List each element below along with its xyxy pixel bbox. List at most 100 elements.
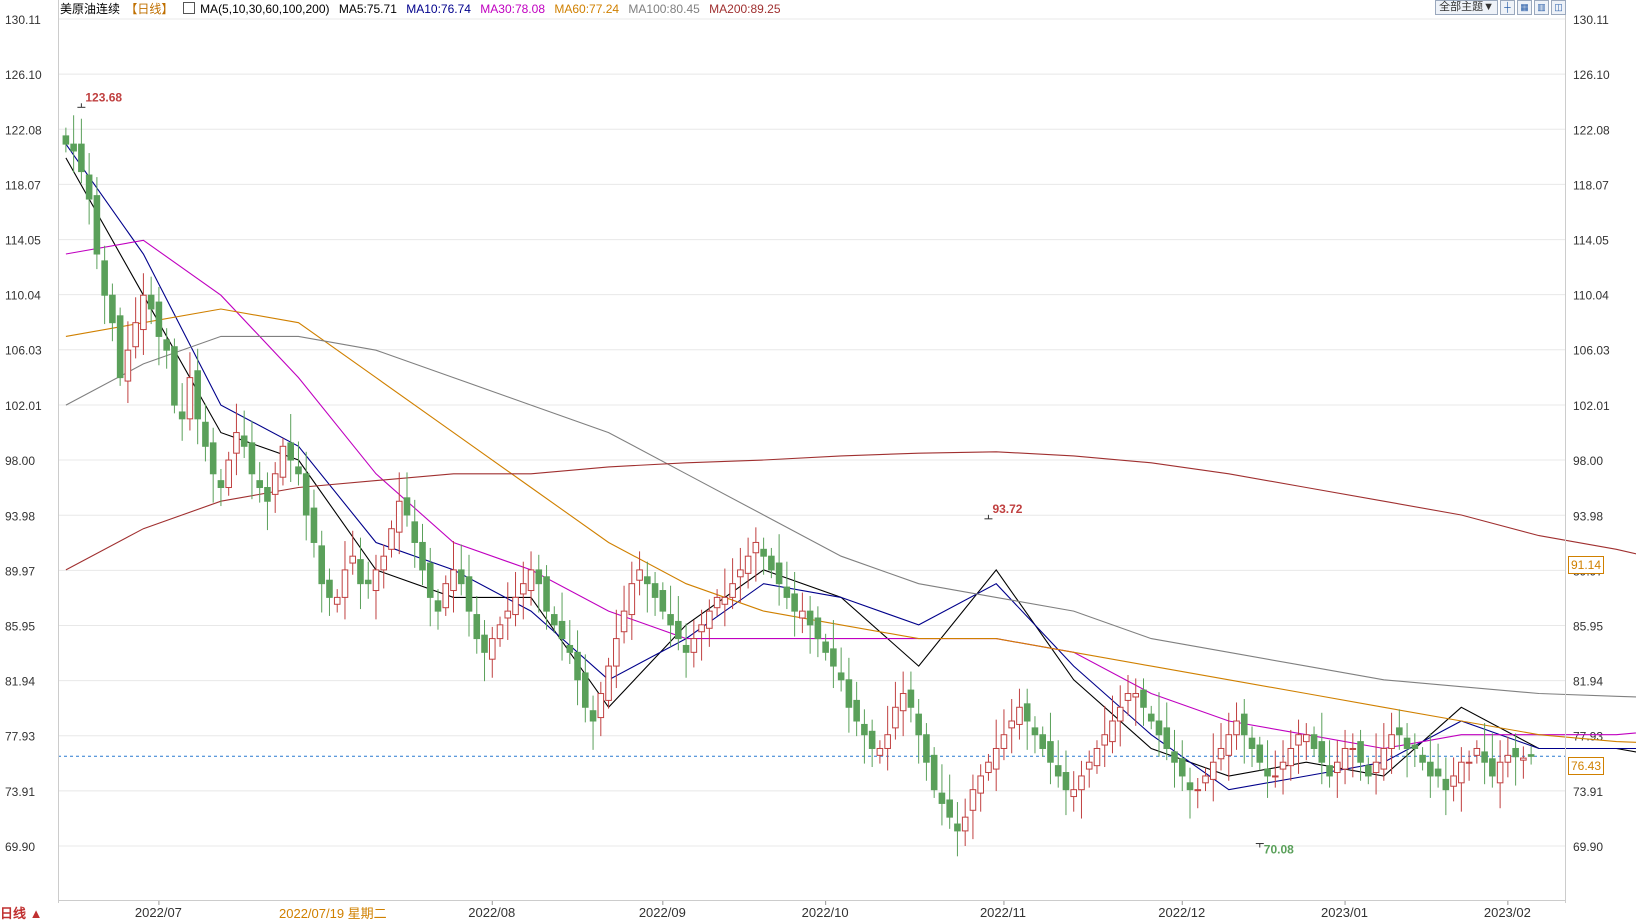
candle-body (512, 596, 519, 616)
candle-body (318, 545, 326, 585)
cursor-date-label: 2022/07/19 星期二 (279, 903, 387, 922)
candle-body (178, 411, 186, 420)
theme-dropdown[interactable]: 全部主题▼ (1435, 0, 1498, 15)
candle-body (1070, 789, 1078, 798)
annotation-label: 93.72 (992, 502, 1022, 516)
candle-body (1085, 761, 1093, 770)
y-tick-label: 114.05 (1573, 234, 1609, 248)
y-tick-label: 89.97 (5, 564, 35, 578)
candle-body (1101, 734, 1109, 746)
candle-body (845, 679, 853, 708)
candle-body (1504, 754, 1512, 763)
candle-body (1295, 734, 1302, 746)
candle-body (1116, 706, 1124, 722)
candle-body (946, 799, 953, 818)
y-tick-label: 114.05 (5, 234, 41, 248)
candle-body (822, 641, 829, 653)
candle-body (388, 528, 395, 550)
candle-body (1512, 747, 1519, 758)
candle-body (116, 315, 124, 379)
candle-body (861, 723, 868, 736)
candle-body (837, 672, 845, 681)
y-tick-label: 110.04 (5, 289, 41, 303)
y-tick-label: 98.00 (1573, 454, 1603, 468)
candle-body (457, 569, 465, 585)
candle-body (1225, 734, 1233, 756)
candle-body (124, 349, 132, 382)
candle-body (271, 473, 279, 495)
bars-icon[interactable]: ▥ (1534, 0, 1549, 15)
annotation-label: 70.08 (1264, 843, 1294, 857)
candle-body (791, 593, 798, 612)
candle-body (659, 590, 667, 612)
candle-body (977, 775, 984, 794)
ma5-line (65, 157, 1636, 777)
candle-body (760, 548, 767, 557)
candle-body (426, 562, 434, 598)
candle-body (1318, 741, 1326, 763)
y-tick-label: 69.90 (5, 840, 35, 854)
chart-legend: 美原油连续 【日线】 MA(5,10,30,60,100,200) MA5:75… (60, 1, 787, 17)
candle-body (1372, 761, 1380, 774)
current-price-tag: 76.43 (1568, 757, 1605, 775)
candle-body (954, 823, 961, 832)
candle-body (721, 596, 729, 605)
candle-body (551, 614, 558, 626)
candle-body (519, 583, 527, 595)
candle-body (1163, 727, 1171, 749)
candle-body (892, 706, 899, 729)
crosshair-icon[interactable]: ┼ (1500, 0, 1515, 15)
candle-body (264, 487, 271, 502)
period-label: 【日线】 (125, 2, 174, 16)
candle-body (558, 620, 566, 640)
ma-settings-icon[interactable] (182, 2, 195, 14)
candle-body (783, 586, 791, 598)
candle-body (961, 816, 969, 832)
ma60-line (65, 308, 1636, 743)
ma5-value: MA5:75.71 (338, 2, 397, 16)
candle-body (1465, 761, 1473, 764)
candle-body (326, 579, 333, 598)
candle-body (938, 792, 946, 804)
candle-body (1527, 754, 1535, 757)
candle-body (636, 569, 643, 581)
candle-body (1202, 775, 1209, 784)
y-tick-label: 102.01 (5, 399, 42, 413)
candle-body (706, 610, 713, 629)
candle-body (287, 442, 294, 461)
ma200-line (65, 451, 1636, 571)
grid-icon[interactable]: ▦ (1517, 0, 1532, 15)
candle-body (357, 559, 364, 585)
x-tick-label: 2022/10 (802, 905, 849, 920)
candle-body (1458, 761, 1465, 784)
candle-body (1209, 761, 1217, 780)
candle-body (1341, 747, 1349, 770)
candle-body (1326, 765, 1333, 777)
candle-body (814, 617, 822, 640)
candle-body (481, 634, 488, 653)
candle-body (799, 610, 806, 619)
candle-body (1124, 693, 1132, 701)
candle-body (248, 442, 256, 475)
period-button[interactable]: 日线 ▲ (0, 906, 43, 921)
candle-body (1349, 747, 1357, 750)
y-tick-label: 122.08 (5, 123, 42, 137)
candle-body (488, 638, 496, 660)
y-tick-label: 106.03 (1573, 344, 1610, 358)
layout-icon[interactable]: ◫ (1551, 0, 1566, 15)
candle-body (1000, 734, 1008, 749)
candle-body (1310, 734, 1318, 749)
y-tick-label: 73.91 (1573, 785, 1603, 799)
candle-body (775, 562, 783, 585)
candle-body (163, 339, 170, 351)
candle-body (372, 569, 380, 592)
candle-body (574, 651, 581, 681)
y-tick-label: 126.10 (1573, 68, 1610, 82)
candle-body (985, 761, 992, 774)
candle-body (155, 301, 163, 337)
instrument-name: 美原油连续 (60, 2, 121, 16)
y-tick-label: 102.01 (1573, 399, 1610, 413)
candle-body (1520, 757, 1527, 761)
x-tick-label: 2023/02 (1484, 905, 1531, 920)
